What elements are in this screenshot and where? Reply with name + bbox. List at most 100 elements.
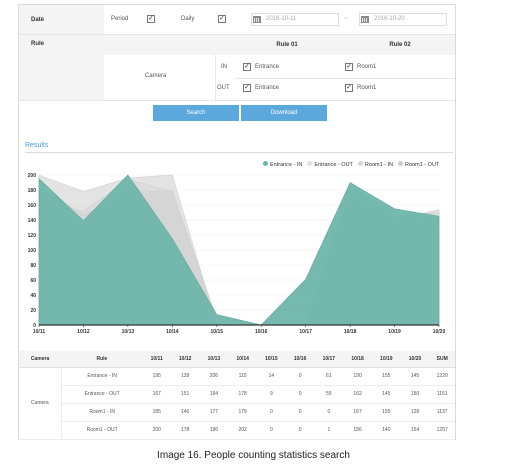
- column-header: Camera: [19, 351, 62, 368]
- value-cell: 0: [285, 367, 315, 386]
- value-cell: 194: [199, 385, 229, 404]
- date-from-input[interactable]: 2016-10-11: [251, 13, 339, 26]
- value-cell: 9: [257, 385, 286, 404]
- rule02-header: Rule 02: [389, 42, 411, 48]
- x-tick-label: 10/11: [33, 329, 45, 335]
- entrance-out-checkbox[interactable]: ✓: [243, 84, 251, 92]
- y-tick-label: 120: [28, 233, 37, 239]
- table-row: Room1 - IN 185 146 177 179 0 0 0 167 155 128 1137: [19, 403, 455, 422]
- room1-out-checkbox[interactable]: ✓: [345, 84, 353, 92]
- value-cell: 0: [285, 421, 315, 440]
- value-cell: 0: [285, 385, 315, 404]
- legend-dot-icon: [263, 161, 268, 166]
- value-cell: 0: [257, 421, 286, 440]
- x-tick-label: 10/17: [299, 329, 312, 335]
- entrance-in-checkbox[interactable]: ✓: [243, 63, 251, 71]
- column-header: 10/16: [285, 351, 315, 368]
- room1-in-checkbox[interactable]: ✓: [345, 63, 353, 71]
- daily-dropdown-icon[interactable]: ✓: [218, 15, 226, 23]
- camera-label: Camera: [145, 73, 167, 79]
- rule-cell: Room1 - IN: [61, 403, 143, 422]
- value-cell: 178: [228, 385, 257, 404]
- value-cell: 206: [199, 367, 229, 386]
- value-cell: 115: [228, 367, 257, 386]
- legend-label: Entrance - IN: [270, 161, 303, 168]
- results-title: Results: [25, 142, 49, 149]
- value-cell: 200: [142, 421, 171, 440]
- legend-item[interactable]: Entrance - IN: [263, 161, 303, 168]
- calendar-icon[interactable]: [253, 15, 261, 23]
- table-row: Room1 - OUT 200 178 196 202 0 0 1 186 140 154 1257: [19, 421, 455, 440]
- period-dropdown-icon[interactable]: ✓: [147, 15, 155, 23]
- table-row: Entrance - OUT 167 151 194 178 9 0 55 162 145 150 1…: [19, 385, 455, 404]
- legend-label: Room1 - OUT: [405, 161, 440, 168]
- date-label: Date: [19, 5, 104, 34]
- table-row: Camera Entrance - IN 195 139 206 115 14 0 61 190 1…: [19, 367, 455, 440]
- rule-cell: Room1 - OUT: [61, 421, 143, 440]
- results-divider: [25, 152, 453, 153]
- y-tick-label: 160: [28, 203, 37, 209]
- rule-header-bg: [104, 35, 455, 55]
- date-to-input[interactable]: 2016-10-20: [359, 13, 447, 26]
- divider: [235, 78, 455, 79]
- download-button[interactable]: Download: [241, 105, 327, 121]
- value-cell: 1220: [429, 367, 455, 386]
- value-cell: 128: [400, 403, 430, 422]
- entrance-in-label: Entrance: [255, 64, 280, 70]
- divider: [215, 55, 216, 101]
- value-cell: 167: [343, 403, 372, 422]
- value-cell: 151: [170, 385, 200, 404]
- value-cell: 179: [228, 403, 257, 422]
- column-header: 10/19: [371, 351, 401, 368]
- value-cell: 146: [170, 403, 200, 422]
- y-tick-label: 140: [28, 218, 37, 224]
- value-cell: 155: [371, 367, 401, 386]
- y-tick-label: 200: [28, 173, 37, 179]
- column-header: 10/14: [228, 351, 257, 368]
- value-cell: 0: [257, 403, 286, 422]
- rule-label: Rule: [19, 35, 104, 100]
- y-tick-label: 100: [28, 248, 37, 254]
- search-button[interactable]: Search: [153, 105, 239, 121]
- out-label: OUT: [217, 85, 230, 91]
- legend-dot-icon: [398, 161, 404, 166]
- x-tick-label: 10/16: [255, 329, 268, 335]
- in-label: IN: [221, 64, 227, 70]
- table-header-row: Camera Rule 10/11 10/12 10/13 10/14 10/15 10/16…: [19, 351, 455, 368]
- room1-in-label: Room1: [357, 64, 377, 70]
- column-header: 10/15: [257, 351, 286, 368]
- y-tick-label: 0: [33, 323, 36, 329]
- daily-select[interactable]: Daily: [181, 16, 195, 22]
- value-cell: 1151: [429, 385, 455, 404]
- value-cell: 140: [371, 421, 401, 440]
- period-select[interactable]: Period: [111, 16, 129, 22]
- x-tick-label: 10/18: [344, 329, 357, 335]
- column-header: 10/17: [314, 351, 344, 368]
- legend-item[interactable]: Entrance - OUT: [307, 161, 353, 168]
- legend-label: Room1 - IN: [364, 161, 394, 168]
- rule-cell: Entrance - OUT: [61, 385, 143, 404]
- value-cell: 186: [343, 421, 372, 440]
- value-cell: 154: [400, 421, 430, 440]
- value-cell: 190: [343, 367, 372, 386]
- entrance-out-label: Entrance: [255, 85, 280, 91]
- calendar-icon[interactable]: [361, 15, 369, 23]
- value-cell: 145: [400, 367, 430, 386]
- y-tick-label: 20: [30, 308, 36, 314]
- legend-item[interactable]: Room1 - OUT: [398, 161, 440, 168]
- legend-item[interactable]: Room1 - IN: [357, 161, 394, 168]
- value-cell: 202: [228, 421, 257, 440]
- x-tick-label: 10/19: [388, 329, 401, 335]
- statistics-table: Camera Rule 10/11 10/12 10/13 10/14 10/15 10/16…: [19, 351, 455, 440]
- legend-dot-icon: [307, 161, 313, 166]
- value-cell: 0: [285, 403, 315, 422]
- x-tick-label: 10/15: [211, 329, 224, 335]
- value-cell: 167: [142, 385, 171, 404]
- value-cell: 155: [371, 403, 401, 422]
- value-cell: 150: [400, 385, 430, 404]
- value-cell: 1: [314, 421, 344, 440]
- camera-cell: Camera: [19, 367, 62, 440]
- figure-caption: Image 16. People counting statistics sea…: [157, 450, 350, 461]
- y-tick-label: 80: [30, 263, 36, 269]
- x-tick-label: 10/12: [77, 329, 90, 335]
